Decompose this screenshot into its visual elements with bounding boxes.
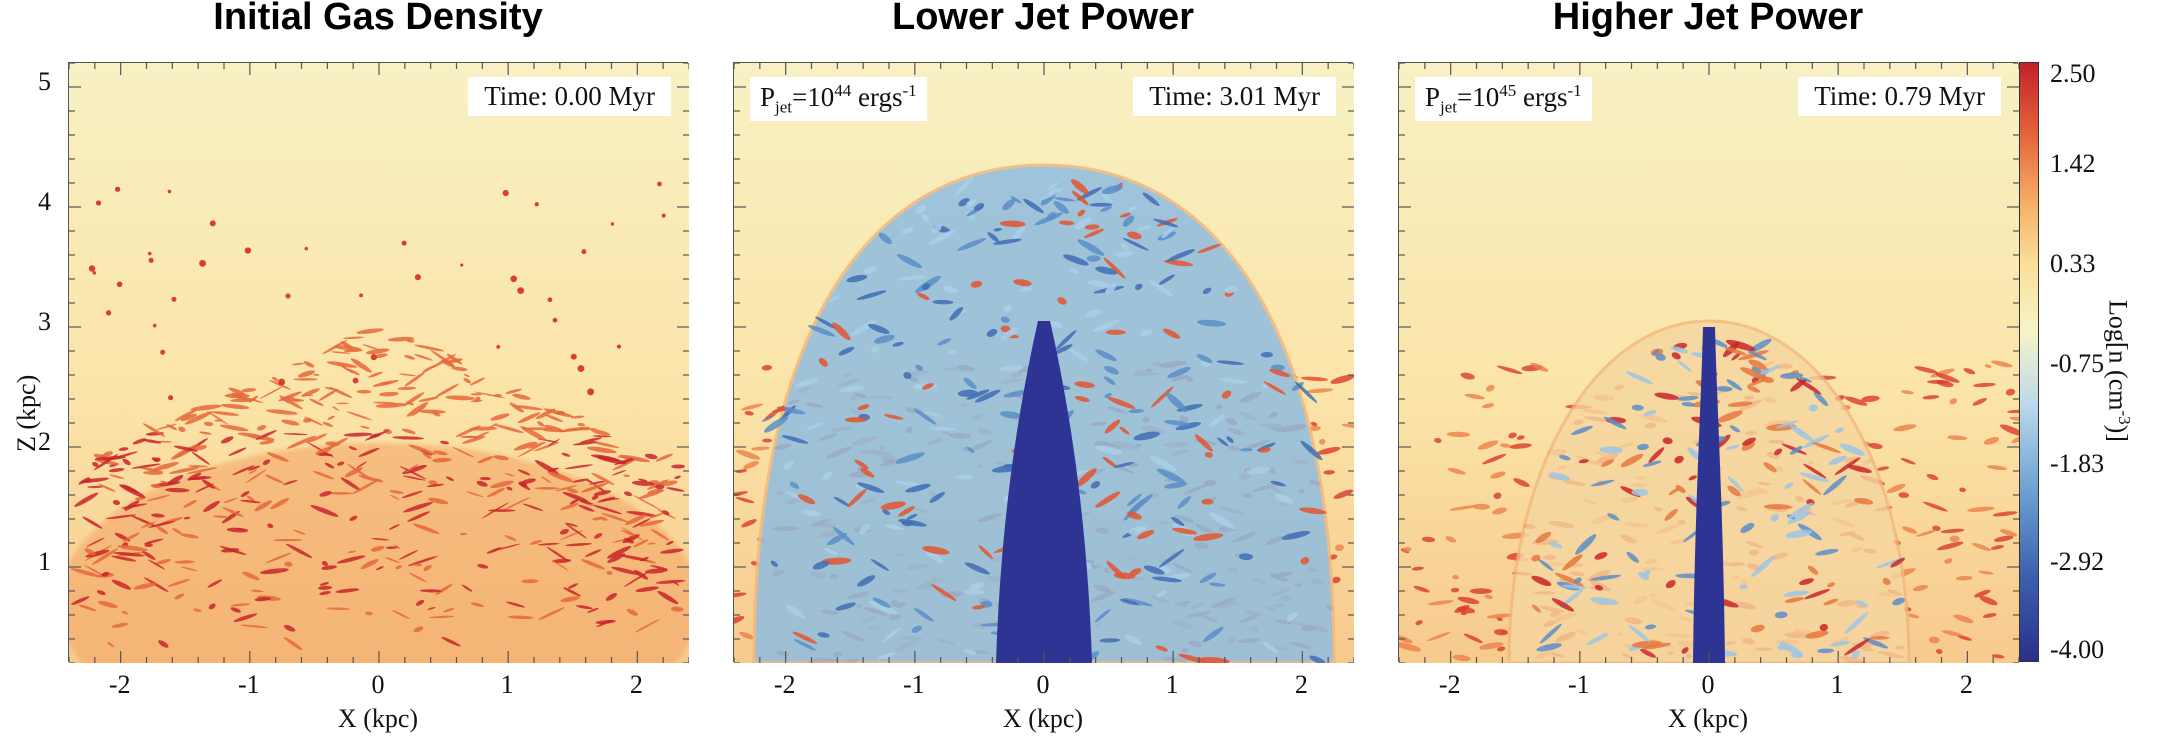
x-tick-label: -2 xyxy=(773,670,796,699)
colorbar-tick-label: -0.75 xyxy=(2050,349,2105,378)
dense-clouds xyxy=(69,181,689,663)
density-field xyxy=(734,63,1354,663)
colorbar xyxy=(2019,62,2039,662)
time-label: Time: 0.79 Myr xyxy=(1798,77,2001,116)
jet-channel xyxy=(996,321,1092,663)
y-tick-label: 1 xyxy=(38,547,51,576)
colorbar-tick-label: -4.00 xyxy=(2050,635,2105,664)
x-tick-label: 1 xyxy=(1830,670,1844,699)
density-map-lower-jet: Pjet=1044 ergs-1 Time: 3.01 Myr xyxy=(733,62,1354,663)
panel-title-initial: Initial Gas Density xyxy=(213,0,543,38)
x-axis-label: X (kpc) xyxy=(1667,704,1749,733)
y-tick-label: 2 xyxy=(38,427,51,456)
jet-channel xyxy=(1693,327,1725,663)
jet-power-label: Pjet=1044 ergs-1 xyxy=(750,77,927,122)
x-tick-label: 2 xyxy=(629,670,643,699)
colorbar-tick-label: 1.42 xyxy=(2050,149,2096,178)
colorbar-tick-label: 0.33 xyxy=(2050,249,2096,278)
axis-ticks xyxy=(1399,63,2019,663)
x-tick-label: 0 xyxy=(1036,670,1050,699)
x-tick-label: 0 xyxy=(371,670,385,699)
x-tick-label: 2 xyxy=(1959,670,1973,699)
x-tick-label: -2 xyxy=(1438,670,1461,699)
panel-title-lower-jet: Lower Jet Power xyxy=(892,0,1194,38)
density-field xyxy=(69,63,689,663)
axis-ticks xyxy=(734,63,1354,663)
x-tick-label: -1 xyxy=(902,670,925,699)
density-map-higher-jet: Pjet=1045 ergs-1 Time: 0.79 Myr xyxy=(1398,62,2019,663)
density-field xyxy=(1399,63,2019,663)
x-axis-label: X (kpc) xyxy=(1002,704,1084,733)
axis-ticks xyxy=(69,63,689,663)
x-tick-label: 0 xyxy=(1701,670,1715,699)
panel-title-higher-jet: Higher Jet Power xyxy=(1552,0,1864,38)
jet-power-label: Pjet=1045 ergs-1 xyxy=(1415,77,1592,122)
x-tick-label: 1 xyxy=(500,670,514,699)
y-tick-label: 3 xyxy=(38,307,51,336)
x-tick-label: -1 xyxy=(237,670,260,699)
x-tick-label: -2 xyxy=(108,670,131,699)
y-tick-label: 5 xyxy=(38,67,51,96)
time-label: Time: 0.00 Myr xyxy=(468,77,671,116)
time-label: Time: 3.01 Myr xyxy=(1133,77,1336,116)
colorbar-label: Log[n (cm-3)] xyxy=(2103,300,2134,442)
density-map-initial: Time: 0.00 Myr xyxy=(68,62,689,663)
colorbar-tick-label: 2.50 xyxy=(2050,59,2096,88)
y-axis-label: Z (kpc) xyxy=(12,374,41,452)
x-tick-label: 1 xyxy=(1165,670,1179,699)
colorbar-tick-label: -2.92 xyxy=(2050,547,2105,576)
x-tick-label: -1 xyxy=(1567,670,1590,699)
y-tick-label: 4 xyxy=(38,187,51,216)
x-axis-label: X (kpc) xyxy=(337,704,419,733)
colorbar-tick-label: -1.83 xyxy=(2050,449,2105,478)
x-tick-label: 2 xyxy=(1294,670,1308,699)
